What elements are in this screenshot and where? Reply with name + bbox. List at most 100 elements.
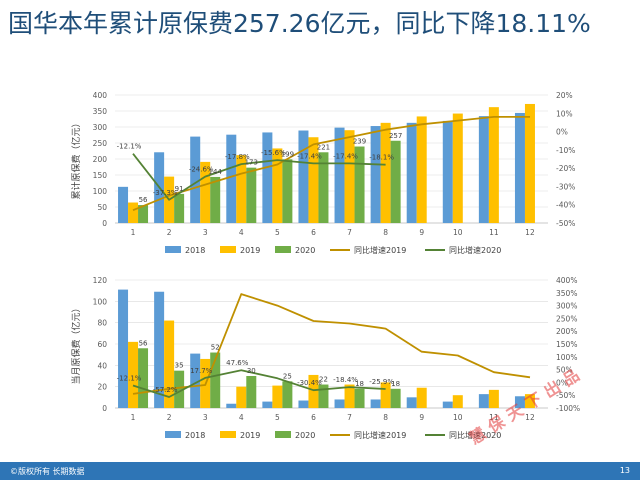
- chart2-bar-2019: [380, 382, 391, 408]
- chart1-x-tick-label: 5: [275, 228, 280, 237]
- chart1-bar-2020: [138, 205, 149, 223]
- chart2-y-tick-label: 100: [93, 297, 108, 306]
- chart2-line-data-label: -18.4%: [333, 376, 358, 384]
- chart1-y-tick-label: 150: [93, 171, 108, 180]
- chart2-y-tick-label: 80: [97, 319, 107, 328]
- chart1-y-tick-label: 350: [93, 107, 108, 116]
- chart1-y2-tick-label: 10%: [556, 109, 573, 118]
- chart2-legend-swatch: [220, 431, 236, 438]
- chart2-y2-tick-label: 150%: [556, 340, 577, 349]
- chart2-bar-data-label: 22: [319, 376, 328, 384]
- chart2-bar-2018: [406, 397, 417, 408]
- chart1-bar-2019: [344, 130, 355, 223]
- chart1-x-tick-label: 3: [203, 228, 208, 237]
- chart2-legend-label: 同比增速2019: [354, 430, 406, 440]
- chart2-y-tick-label: 40: [97, 361, 107, 370]
- chart2-y2-tick-label: 200%: [556, 327, 577, 336]
- chart1-legend-label: 同比增速2019: [354, 245, 406, 255]
- chart2-line-data-label: 47.6%: [226, 359, 249, 367]
- chart1-y-tick-label: 50: [97, 203, 107, 212]
- chart1-bar-2019: [236, 155, 247, 223]
- chart2-line-data-label: -57.2%: [153, 386, 178, 394]
- chart1-legend-label: 2020: [295, 246, 315, 255]
- chart1-line-同比增速2019: [132, 116, 530, 212]
- chart2-bar-2018: [334, 399, 345, 408]
- chart1-bar-data-label: 221: [317, 143, 330, 151]
- chart2-y2-tick-label: 0%: [556, 378, 568, 387]
- chart1-x-tick-label: 12: [525, 228, 535, 237]
- chart1-bar-2019: [200, 161, 211, 223]
- chart2-bar-2019: [308, 374, 319, 408]
- chart2-x-tick-label: 10: [453, 413, 463, 422]
- chart2-legend-swatch: [275, 431, 291, 438]
- chart1-y-tick-label: 100: [93, 187, 108, 196]
- chart2-bar-data-label: 56: [139, 339, 148, 347]
- chart1-y2-tick-label: 20%: [556, 91, 573, 100]
- chart1-y2-tick-label: -50%: [556, 219, 575, 228]
- chart1-x-tick-label: 4: [239, 228, 244, 237]
- chart1-line-data-label: -24.6%: [189, 166, 214, 174]
- chart2-y2-tick-label: 400%: [556, 276, 577, 285]
- chart1-legend-label: 2018: [185, 246, 205, 255]
- chart1-y-axis-label: 累计原保费（亿元）: [70, 118, 82, 199]
- chart1-bar-2020: [174, 193, 185, 223]
- chart2-bar-2019: [524, 394, 535, 408]
- chart1-y2-tick-label: -20%: [556, 164, 575, 173]
- chart2-y2-tick-label: -100%: [556, 404, 580, 413]
- page-title: 国华本年累计原保费257.26亿元，同比下降18.11%: [8, 9, 591, 38]
- chart1-x-tick-label: 7: [347, 228, 352, 237]
- chart2-legend-swatch: [165, 431, 181, 438]
- chart1-y2-tick-label: -40%: [556, 201, 575, 210]
- chart2-bar-2019: [236, 386, 247, 408]
- monthly-premium-chart: 0 20 40 60 80 100 120 -100% -50% 0% 50% 100% 150% 200…: [70, 276, 580, 440]
- chart1-bar-2018: [226, 134, 237, 223]
- chart1-y-tick-label: 300: [93, 123, 108, 132]
- chart2-bar-2019: [128, 341, 139, 408]
- chart1-bar-2020: [390, 140, 401, 223]
- chart1-legend-label: 同比增速2020: [449, 245, 501, 255]
- chart2-legend-label: 2020: [295, 431, 315, 440]
- chart1-bar-2019: [488, 107, 499, 223]
- chart2-bar-data-label: 25: [283, 372, 292, 380]
- chart2-bar-2018: [190, 353, 201, 408]
- chart1-y-tick-label: 250: [93, 139, 108, 148]
- chart1-bar-2018: [514, 112, 525, 223]
- chart2-line-data-label: -12.1%: [117, 374, 142, 382]
- footer-bar: ©版权所有 长期数据 13: [0, 462, 640, 480]
- chart1-bar-2018: [262, 132, 273, 223]
- chart2-bar-2018: [514, 396, 525, 408]
- cumulative-premium-chart: 0 50 100 150 200 250 300 350 400 -50% -40% -30% -20%…: [70, 91, 575, 255]
- chart2-bar-2019: [272, 385, 283, 408]
- chart2-bar-data-label: 30: [247, 367, 256, 375]
- copyright-text: ©版权所有 长期数据: [10, 467, 85, 476]
- chart1-bar-data-label: 173: [245, 159, 258, 167]
- chart1-bar-data-label: 239: [353, 138, 366, 146]
- chart2-bar-2020: [354, 388, 365, 408]
- chart2-x-tick-label: 6: [311, 413, 316, 422]
- chart2-x-tick-label: 3: [203, 413, 208, 422]
- chart1-y-tick-label: 0: [102, 219, 107, 228]
- chart2-legend-label: 同比增速2020: [449, 430, 501, 440]
- chart1-y2-tick-label: -30%: [556, 182, 575, 191]
- chart2-bar-data-label: 35: [175, 362, 184, 370]
- chart1-x-tick-label: 8: [383, 228, 388, 237]
- chart2-bar-2019: [488, 389, 499, 408]
- chart1-bar-2019: [272, 148, 283, 223]
- chart1-bar-2020: [282, 159, 293, 223]
- chart2-line-data-label: -25.9%: [369, 378, 394, 386]
- chart1-legend-label: 2019: [240, 246, 260, 255]
- chart1-bar-2020: [318, 152, 329, 223]
- chart1-line-data-label: -37.3%: [153, 189, 178, 197]
- page-number: 13: [619, 466, 630, 475]
- chart1-legend-swatch: [220, 246, 236, 253]
- chart1-line-data-label: -17.4%: [333, 152, 358, 160]
- chart1-line-同比增速2020: [132, 153, 386, 201]
- chart1-bar-2019: [524, 103, 535, 223]
- chart2-bar-2020: [282, 381, 293, 408]
- chart2-x-tick-label: 9: [419, 413, 424, 422]
- chart1-bar-data-label: 199: [281, 150, 294, 158]
- chart2-bar-2019: [452, 395, 463, 408]
- chart2-bar-2019: [164, 320, 175, 408]
- chart1-bar-2018: [298, 130, 309, 223]
- chart1-bar-2018: [370, 126, 381, 223]
